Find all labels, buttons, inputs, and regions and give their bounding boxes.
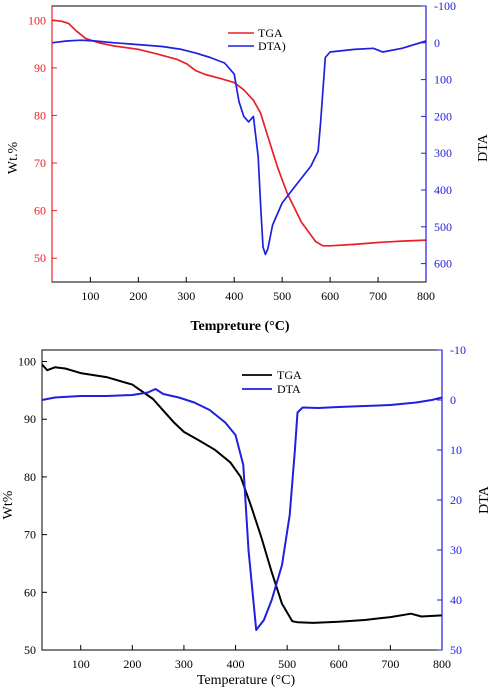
y-right-tick-label-top: 500 — [434, 220, 452, 234]
legend-label-dta-bottom: DTA — [277, 382, 301, 396]
x-tick-label-top: 400 — [225, 289, 243, 303]
x-tick-label-bottom: 100 — [72, 657, 90, 671]
x-tick-label-bottom: 600 — [330, 657, 348, 671]
x-tick-label-bottom: 700 — [381, 657, 399, 671]
y-right-tick-label-bottom: 30 — [450, 543, 462, 557]
y-left-tick-label-top: 50 — [34, 251, 46, 265]
y-axis-right-label-bottom: DTA — [477, 485, 492, 514]
legend-top: TGA DTA) — [228, 26, 286, 53]
y-right-tick-label-top: 100 — [434, 73, 452, 87]
x-tick-label-top: 200 — [129, 289, 147, 303]
x-tick-label-top: 300 — [177, 289, 195, 303]
y-right-tick-label-bottom: 0 — [450, 393, 456, 407]
x-tick-label-bottom: 500 — [278, 657, 296, 671]
y-left-tick-label-bottom: 60 — [24, 585, 36, 599]
y-right-tick-label-bottom: 20 — [450, 493, 462, 507]
x-tick-label-top: 500 — [273, 289, 291, 303]
x-tick-label-top: 600 — [321, 289, 339, 303]
series-line-tga-bottom — [41, 363, 443, 624]
x-tick-label-bottom: 800 — [433, 657, 451, 671]
series-line-tga-top — [51, 19, 427, 247]
plot-frame-top — [51, 5, 427, 283]
y-right-tick-label-bottom: 10 — [450, 443, 462, 457]
y-right-tick-label-bottom: 50 — [450, 643, 462, 657]
x-axis-label-top: Tempreture (°C) — [190, 319, 289, 334]
y-right-tick-label-top: 400 — [434, 183, 452, 197]
y-left-tick-label-top: 90 — [34, 61, 46, 75]
y-axis-left-label-top: Wt.% — [6, 142, 21, 175]
legend-bottom: TGA DTA — [242, 368, 302, 396]
series-line-dta-top — [51, 39, 427, 256]
x-axis-label-bottom: Temperature (°C) — [197, 673, 296, 688]
y-right-tick-label-bottom: -10 — [450, 343, 466, 357]
y-right-tick-label-top: 600 — [434, 257, 452, 271]
x-tick-label-bottom: 200 — [123, 657, 141, 671]
y-left-tick-label-bottom: 50 — [24, 643, 36, 657]
y-right-tick-label-bottom: 40 — [450, 593, 462, 607]
y-left-tick-label-bottom: 90 — [24, 412, 36, 426]
x-tick-label-bottom: 400 — [227, 657, 245, 671]
x-tick-label-top: 700 — [369, 289, 387, 303]
y-axis-left-label-bottom: Wt% — [1, 490, 16, 519]
y-left-tick-label-top: 60 — [34, 204, 46, 218]
chart-top: 100 200 300 400 500 600 700 800 50 60 70 80 90 100 -… — [6, 0, 491, 334]
y-left-tick-label-bottom: 70 — [24, 528, 36, 542]
y-right-tick-label-top: -100 — [434, 0, 456, 13]
y-right-tick-label-top: 300 — [434, 146, 452, 160]
y-right-tick-label-top: 0 — [434, 36, 440, 50]
y-right-tick-label-top: 200 — [434, 109, 452, 123]
y-axis-right-label-top: DTA — [476, 133, 491, 162]
y-left-tick-label-top: 70 — [34, 156, 46, 170]
x-tick-label-top: 100 — [81, 289, 99, 303]
y-left-tick-label-bottom: 80 — [24, 470, 36, 484]
legend-label-tga-top: TGA — [258, 26, 283, 40]
y-left-tick-label-bottom: 100 — [18, 355, 36, 369]
series-line-dta-bottom — [41, 388, 443, 631]
x-tick-label-top: 800 — [417, 289, 435, 303]
x-tick-label-bottom: 300 — [175, 657, 193, 671]
legend-label-tga-bottom: TGA — [277, 368, 302, 382]
y-left-tick-label-top: 80 — [34, 108, 46, 122]
legend-label-dta-top: DTA) — [258, 39, 286, 53]
y-left-tick-label-top: 100 — [28, 13, 46, 27]
